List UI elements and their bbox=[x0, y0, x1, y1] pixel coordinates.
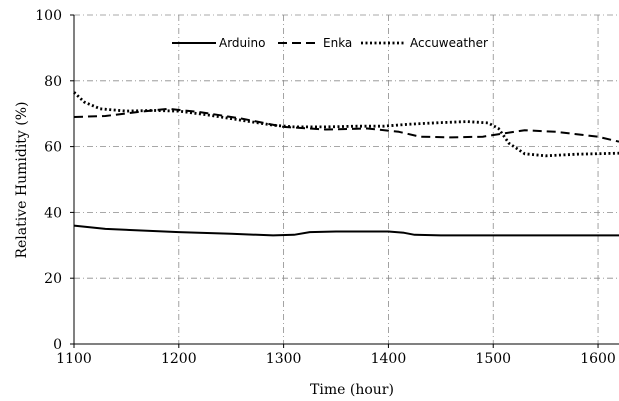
y-tick-label-80: 80 bbox=[44, 74, 62, 90]
x-tick-label-1500: 1500 bbox=[475, 351, 511, 367]
series-lines bbox=[73, 91, 619, 237]
legend-label-arduino: Arduino bbox=[219, 36, 265, 50]
y-tick-label-40: 40 bbox=[44, 205, 62, 221]
series-line-enka bbox=[73, 107, 619, 143]
axes bbox=[70, 14, 619, 348]
y-axis-title: Relative Humidity (%) bbox=[14, 101, 30, 258]
series-line-accuweather bbox=[73, 91, 619, 158]
y-tick-label-20: 20 bbox=[44, 271, 62, 287]
series-line-arduino bbox=[73, 224, 619, 237]
x-tick-label-1200: 1200 bbox=[161, 351, 197, 367]
x-tick-label-1100: 1100 bbox=[56, 351, 92, 367]
grid bbox=[74, 14, 619, 344]
legend: Arduino Enka Accuweather bbox=[172, 36, 488, 50]
legend-label-enka: Enka bbox=[323, 36, 352, 50]
y-tick-label-100: 100 bbox=[35, 8, 62, 24]
x-tick-label-1600: 1600 bbox=[580, 351, 616, 367]
y-tick-label-60: 60 bbox=[44, 140, 62, 156]
x-axis-title: Time (hour) bbox=[310, 382, 394, 398]
x-tick-label-1400: 1400 bbox=[371, 351, 407, 367]
tick-labels: 0 20 40 60 80 100 1100 1200 1300 1400 1500 1600 bbox=[35, 8, 616, 367]
legend-label-accuweather: Accuweather bbox=[410, 36, 488, 50]
x-tick-label-1300: 1300 bbox=[266, 351, 302, 367]
y-tick-label-0: 0 bbox=[53, 337, 62, 353]
